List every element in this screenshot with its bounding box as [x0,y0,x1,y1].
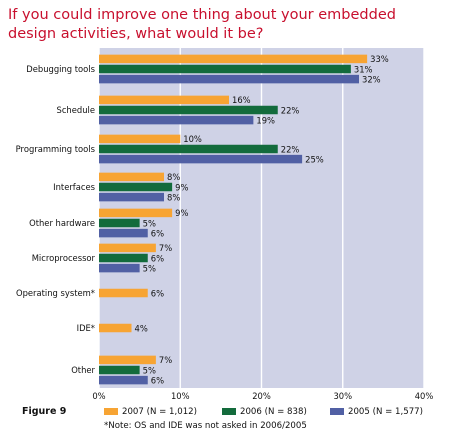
bar [99,323,132,333]
value-label: 6% [151,228,164,238]
value-label: 5% [143,365,156,375]
value-label: 25% [305,154,324,164]
x-tick-label: 10% [171,391,190,401]
figure-label: Figure 9 [22,406,67,417]
value-label: 33% [370,54,389,64]
bar [99,95,229,105]
value-label: 22% [281,144,300,154]
legend-swatch-2005 [330,408,344,415]
bar [99,115,254,125]
value-label: 9% [175,182,188,192]
legend-swatch-2006 [222,408,236,415]
value-label: 5% [143,263,156,273]
category-label: IDE* [77,323,95,333]
value-label: 7% [159,355,172,365]
bar [99,64,351,74]
legend-label-2005: 2005 (N = 1,577) [348,407,424,417]
category-label: Debugging tools [26,64,95,74]
bar [99,228,148,238]
bar [99,74,359,84]
value-label: 4% [135,323,148,333]
bar [99,172,164,182]
x-tick-label: 0% [92,391,105,401]
bar [99,105,278,115]
bar [99,375,148,385]
bar [99,208,173,218]
x-tick-label: 20% [252,391,271,401]
category-label: Other hardware [29,218,95,228]
category-labels: Debugging tools Schedule Programming tools… [16,64,96,375]
bar [99,243,156,253]
bar [99,263,140,273]
legend-label-2007: 2007 (N = 1,012) [122,407,198,417]
bar [99,218,140,228]
bar [99,154,303,164]
legend-item-2006: 2006 (N = 838) [222,407,307,417]
legend-label-2006: 2006 (N = 838) [240,407,307,417]
bar [99,355,156,365]
footnote: *Note: OS and IDE was not asked in 2006/… [104,421,307,431]
category-label: Programming tools [16,144,95,154]
value-label: 16% [232,95,251,105]
bar [99,288,148,298]
category-label: Operating system* [16,288,95,298]
bar [99,365,140,375]
x-tick-label: 30% [333,391,352,401]
category-label: Other [71,365,95,375]
x-axis-ticks: 0% 10% 20% 30% 40% [92,391,433,401]
chart-title: If you could improve one thing about you… [8,7,396,42]
category-label: Microprocessor [32,253,96,263]
legend-swatch-2007 [104,408,118,415]
bar [99,134,181,144]
x-tick-label: 40% [415,391,434,401]
bars-group [99,54,368,385]
value-label: 31% [354,64,373,74]
value-label: 6% [151,253,164,263]
bar [99,182,173,192]
value-labels: 33%31%32%16%22%19%10%22%25%8%9%8%9%5%6%7… [135,54,389,385]
grid-lines [98,48,425,388]
value-label: 8% [167,172,180,182]
legend-item-2005: 2005 (N = 1,577) [330,407,423,417]
bar [99,192,164,202]
value-label: 10% [183,134,202,144]
category-label: Schedule [57,105,96,115]
value-label: 22% [281,105,300,115]
value-label: 9% [175,208,188,218]
bar [99,144,278,154]
value-label: 6% [151,375,164,385]
value-label: 5% [143,218,156,228]
value-label: 7% [159,243,172,253]
value-label: 6% [151,288,164,298]
value-label: 32% [362,74,381,84]
value-label: 19% [256,115,275,125]
bar [99,253,148,263]
bar [99,54,368,64]
category-label: Interfaces [53,182,95,192]
legend-item-2007: 2007 (N = 1,012) [104,407,197,417]
value-label: 8% [167,192,180,202]
